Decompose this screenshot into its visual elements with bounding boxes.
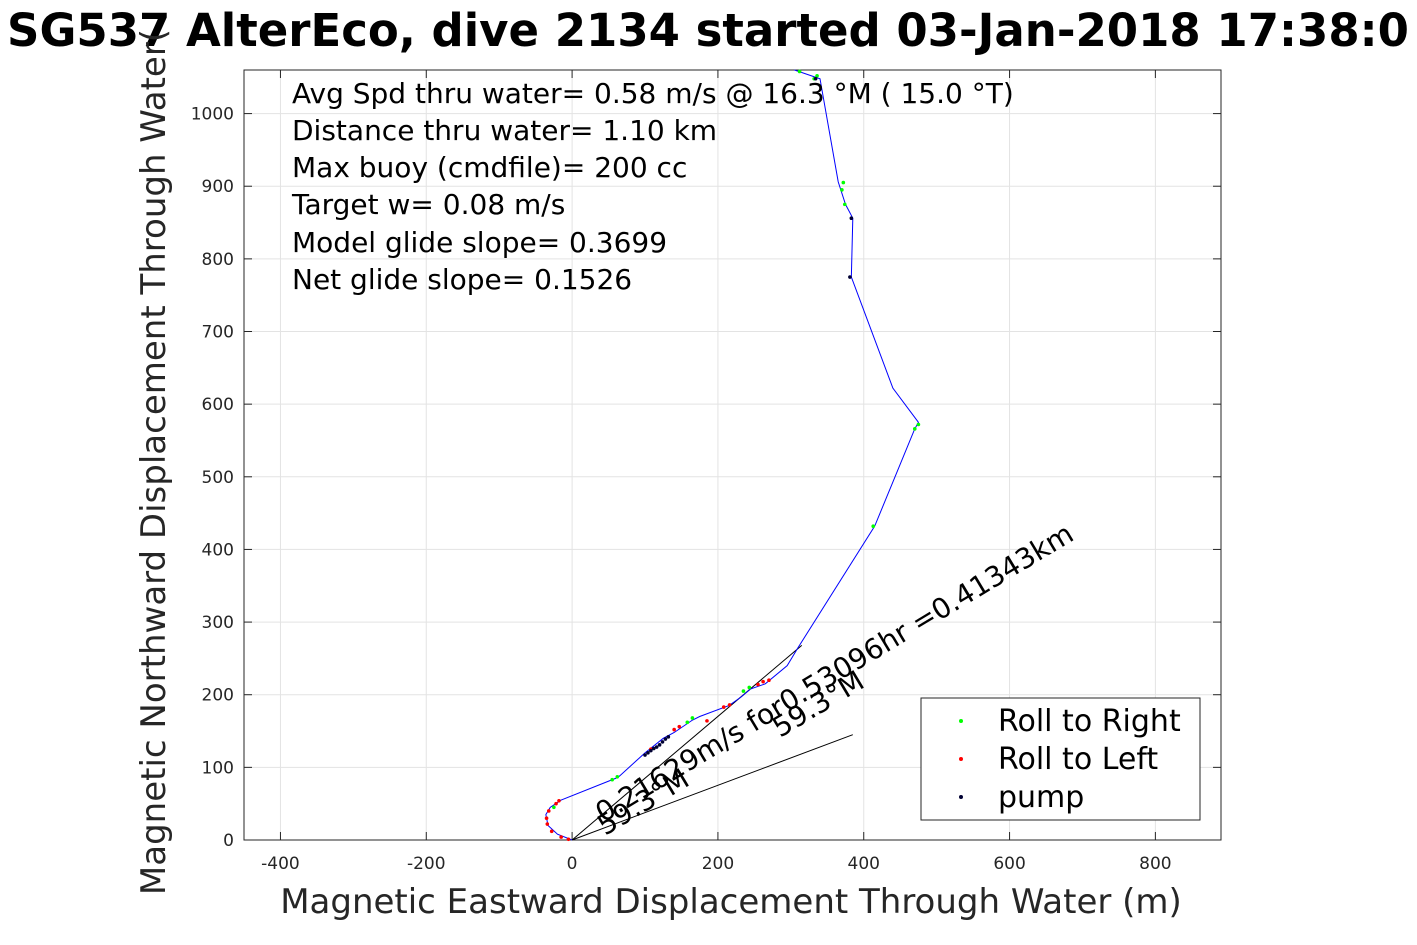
y-tick-label: 300 [202, 613, 234, 633]
marker-roll-to-left [672, 727, 676, 732]
marker-roll-to-left [566, 837, 571, 842]
track-line [545, 69, 920, 841]
y-tick-label: 500 [202, 468, 234, 488]
marker-roll-to-left [559, 835, 563, 839]
marker-roll-to-right [552, 805, 556, 810]
legend-marker-roll-right [959, 719, 963, 723]
marker-roll-to-left [557, 798, 561, 803]
x-tick-label: -400 [261, 854, 300, 874]
annotation-target-w: Target w= 0.08 m/s [291, 188, 565, 221]
marker-roll-to-left [721, 705, 726, 709]
y-tick-label: 400 [202, 540, 234, 560]
marker-pump [848, 275, 852, 279]
annotation-max-buoy: Max buoy (cmdfile)= 200 cc [292, 151, 687, 184]
x-tick-label: 800 [1139, 854, 1171, 874]
marker-roll-to-left [546, 809, 551, 813]
marker-roll-to-right [841, 180, 846, 185]
marker-pump [651, 746, 656, 751]
x-tick-label: -200 [407, 854, 446, 874]
marker-roll-to-left [727, 703, 732, 707]
markers [544, 69, 921, 842]
marker-roll-to-right [815, 74, 819, 78]
marker-roll-to-right [685, 720, 690, 725]
marker-pump [849, 216, 854, 220]
x-tick-label: 0 [567, 854, 578, 874]
marker-roll-to-right [690, 716, 695, 720]
marker-pump [649, 748, 653, 753]
marker-roll-to-right [916, 422, 921, 427]
legend-marker-roll-left [959, 757, 963, 761]
chart-title: SG537 AlterEco, dive 2134 started 03-Jan… [7, 4, 1409, 57]
legend-marker-pump [959, 795, 963, 799]
marker-roll-to-left [705, 719, 709, 723]
marker-roll-to-left [677, 724, 682, 729]
x-tick-label: 400 [848, 854, 880, 874]
annotation-distance: Distance thru water= 1.10 km [292, 114, 717, 147]
marker-roll-to-right [797, 69, 802, 74]
marker-pump [643, 753, 647, 757]
marker-pump [657, 743, 662, 747]
y-tick-label: 700 [202, 323, 234, 343]
marker-roll-to-left [545, 822, 550, 826]
marker-roll-to-right [840, 188, 844, 192]
x-axis-ticks: -400 -200 0 200 400 600 800 [261, 70, 1172, 874]
y-tick-label: 1000 [191, 105, 234, 125]
marker-roll-to-right [741, 689, 746, 693]
marker-pump [663, 737, 668, 741]
reference-line [571, 734, 853, 841]
x-tick-label: 200 [702, 854, 734, 874]
y-tick-label: 100 [202, 758, 234, 778]
annotation-model-glide: Model glide slope= 0.3699 [292, 226, 667, 259]
track [545, 69, 920, 841]
legend-label-roll-left: Roll to Left [998, 742, 1158, 777]
reference-lines [571, 644, 853, 841]
marker-roll-to-left [756, 682, 760, 687]
marker-roll-to-left [554, 801, 558, 806]
marker-roll-to-left [767, 678, 771, 682]
y-tick-label: 900 [202, 177, 234, 197]
marker-roll-to-right [610, 777, 614, 782]
x-axis-label: Magnetic Eastward Displacement Through W… [280, 882, 1182, 922]
annotation-block: Avg Spd thru water= 0.58 m/s @ 16.3 °M (… [291, 77, 1014, 296]
marker-pump [654, 745, 659, 749]
legend-box [920, 697, 1201, 821]
marker-roll-to-left [761, 679, 765, 684]
marker-pump [660, 740, 665, 744]
marker-pump [666, 735, 671, 739]
marker-roll-to-right [615, 775, 620, 779]
marker-roll-to-left [544, 816, 549, 821]
marker-roll-to-right [912, 427, 917, 431]
y-tick-label: 600 [202, 395, 234, 415]
plot-border [243, 69, 1222, 841]
y-tick-label: 800 [202, 250, 234, 270]
marker-roll-to-right [871, 524, 876, 528]
x-tick-label: 600 [993, 854, 1025, 874]
reference-line [571, 644, 803, 841]
y-axis-ticks: 0 100 200 300 400 500 600 700 800 900 1000 [191, 105, 1221, 851]
annotation-net-glide: Net glide slope= 0.1526 [292, 263, 632, 296]
marker-roll-to-right [747, 685, 752, 690]
legend-label-pump: pump [998, 780, 1084, 815]
marker-pump [646, 751, 650, 755]
y-axis-label: Magnetic Northward Displacement Through … [134, 29, 174, 895]
marker-roll-to-right [842, 202, 847, 207]
legend-label-roll-right: Roll to Right [998, 704, 1181, 739]
legend: Roll to Right Roll to Left pump [920, 697, 1201, 821]
marker-pump [813, 76, 818, 81]
y-tick-label: 200 [202, 686, 234, 706]
annotation-avg-speed: Avg Spd thru water= 0.58 m/s @ 16.3 °M (… [292, 77, 1014, 110]
y-tick-label: 0 [223, 831, 234, 851]
marker-roll-to-left [549, 829, 554, 834]
